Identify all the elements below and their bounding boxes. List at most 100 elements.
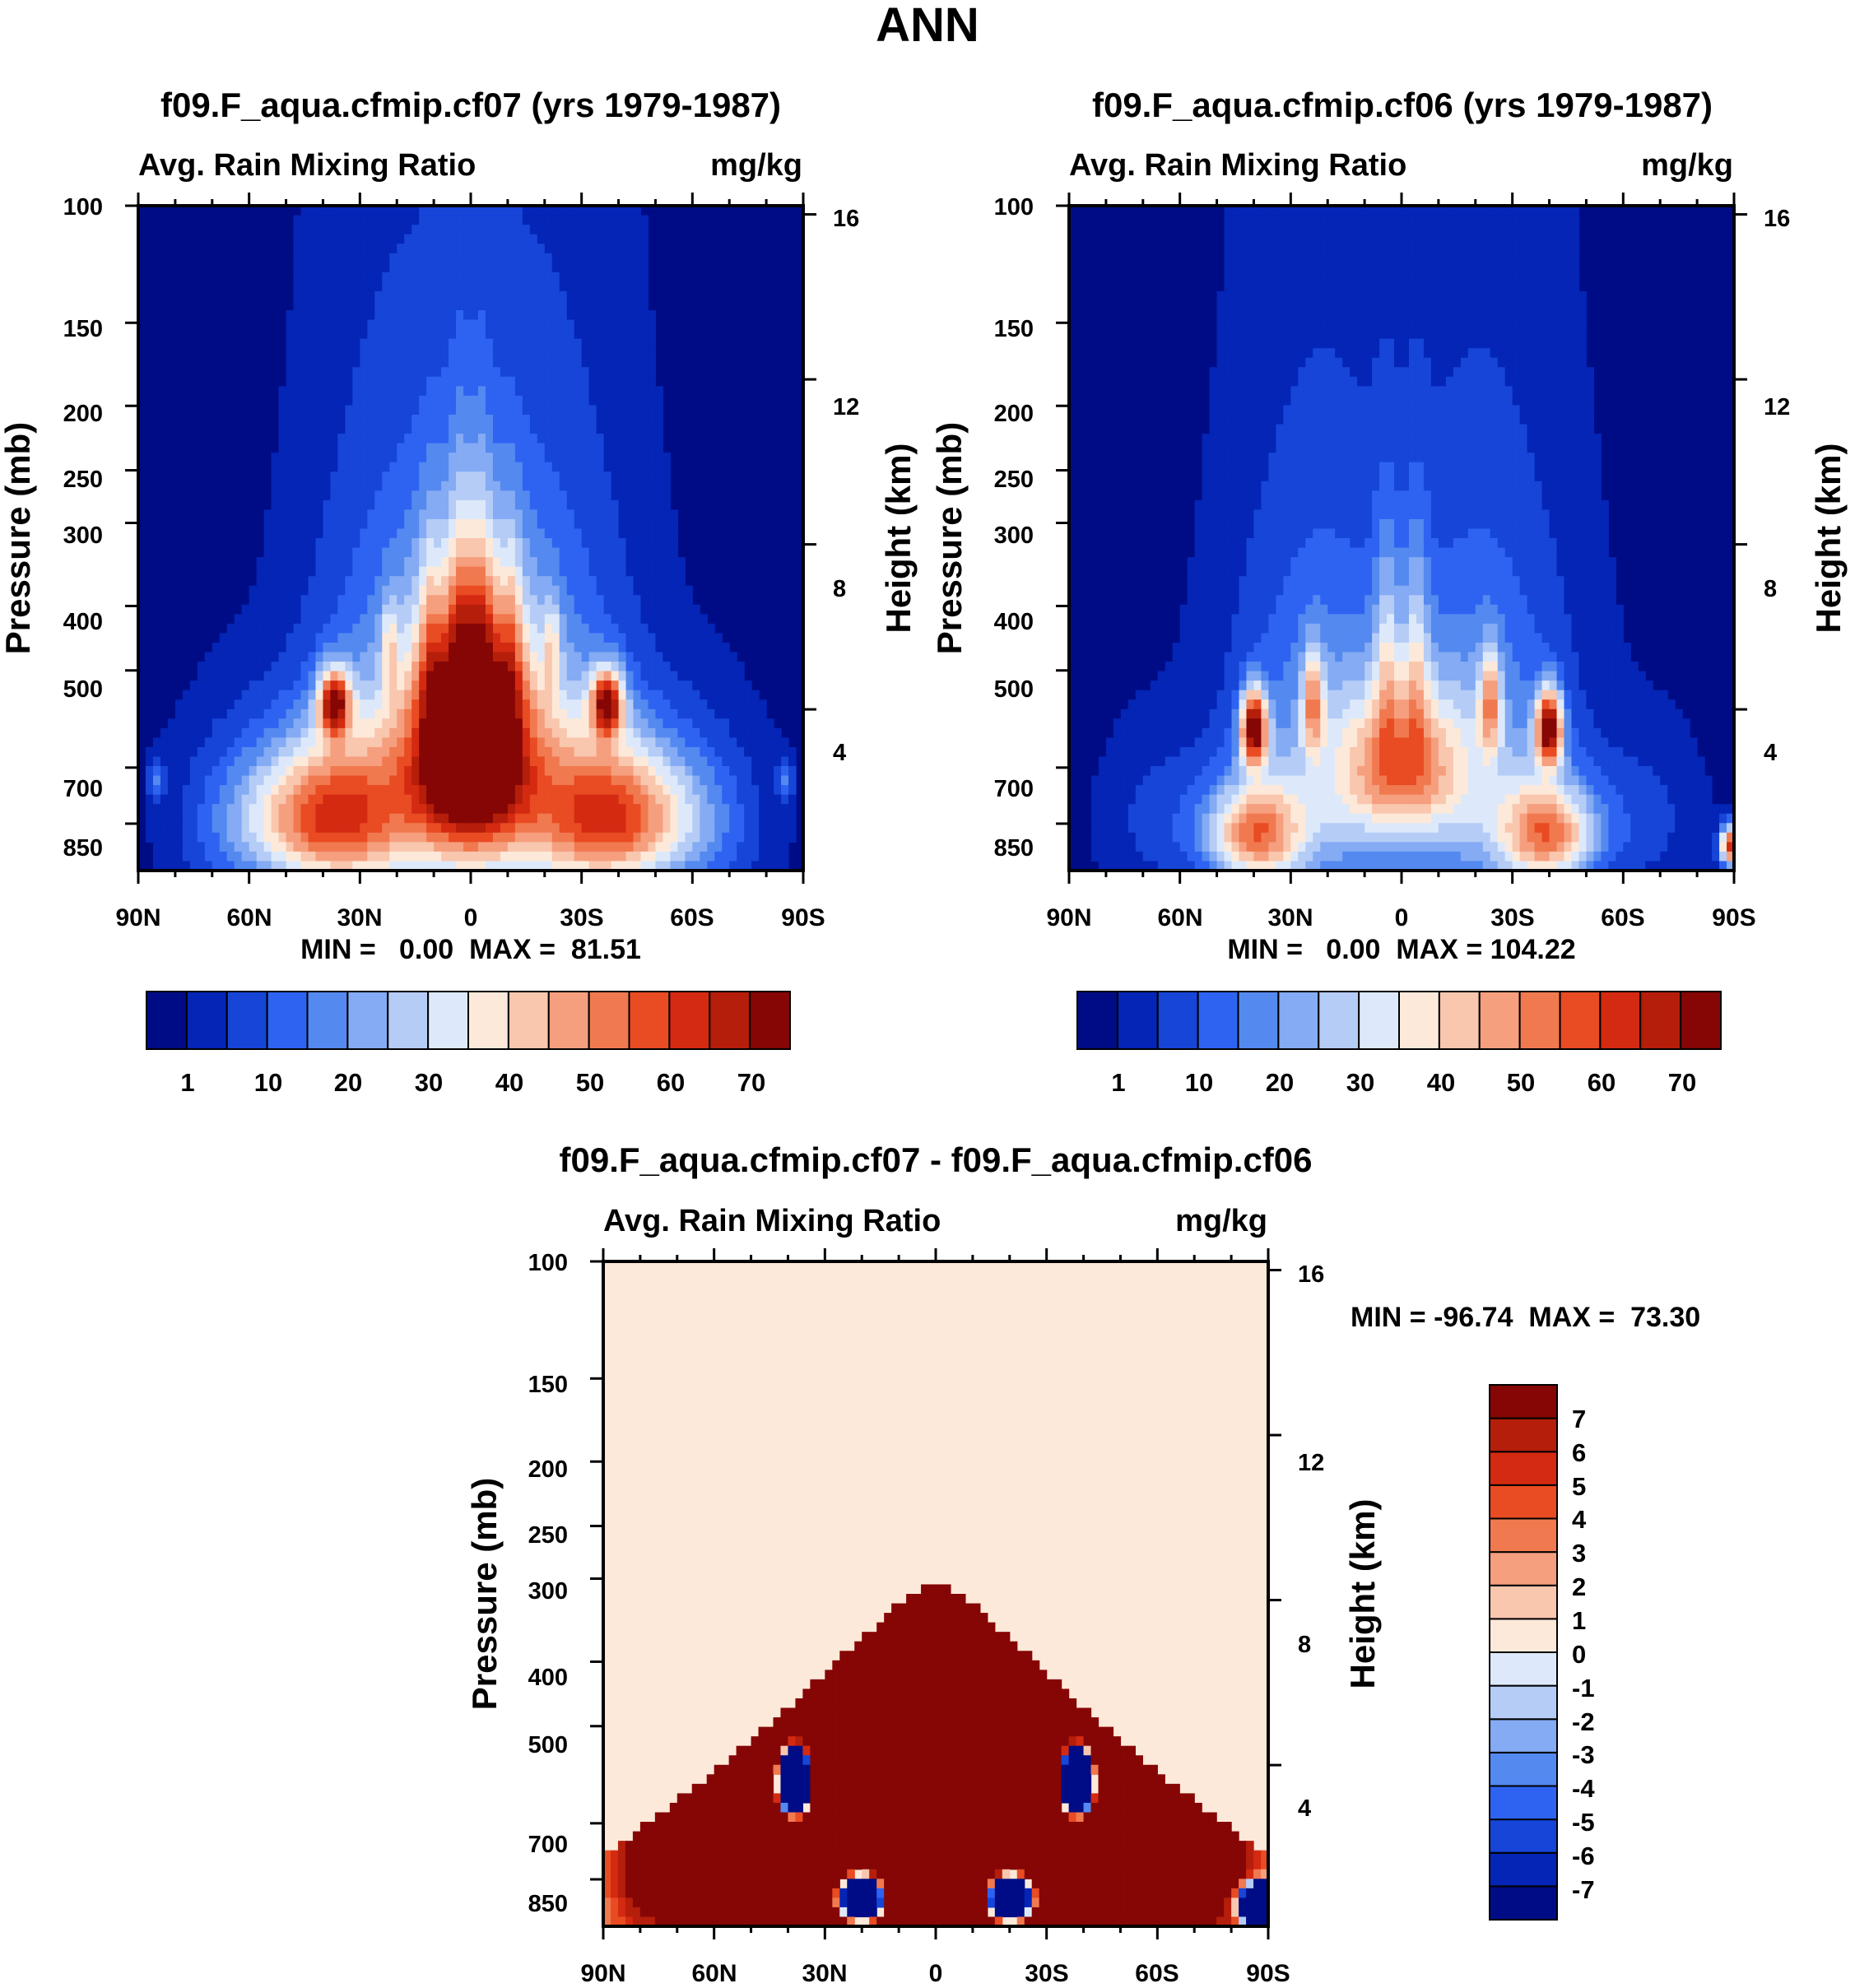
field-cell	[707, 813, 715, 824]
field-cell	[323, 775, 332, 786]
field-cell	[566, 604, 575, 615]
field-cell	[367, 756, 375, 767]
field-cell	[566, 338, 575, 349]
field-cell	[323, 804, 332, 815]
field-cell	[426, 499, 435, 510]
field-cell	[477, 290, 486, 302]
field-cell	[367, 633, 375, 643]
field-cell	[463, 851, 472, 862]
field-cell	[397, 490, 405, 501]
field-cell	[581, 737, 590, 748]
field-cell	[374, 499, 383, 510]
field-cell	[197, 851, 206, 862]
field-cell	[1298, 234, 1306, 244]
field-cell	[485, 671, 494, 681]
field-cell	[389, 576, 398, 587]
field-cell	[330, 756, 338, 767]
field-cell	[286, 518, 295, 530]
field-cell	[471, 766, 479, 777]
field-cell	[411, 832, 420, 843]
field-cell	[648, 861, 657, 871]
field-cell	[212, 823, 221, 834]
field-cell	[293, 225, 302, 235]
field-cell	[1445, 234, 1454, 244]
field-cell	[625, 215, 635, 225]
field-cell	[477, 424, 486, 434]
field-cell	[500, 225, 509, 235]
field-cell	[485, 490, 494, 501]
field-cell	[529, 386, 538, 397]
field-cell	[492, 851, 501, 862]
field-cell	[581, 509, 590, 520]
field-cell	[152, 823, 161, 834]
field-cell	[1342, 244, 1351, 254]
field-cell	[1357, 262, 1365, 273]
field-cell	[566, 357, 575, 368]
field-cell	[411, 699, 420, 710]
field-cell	[441, 338, 449, 349]
field-cell	[596, 386, 605, 397]
field-cell	[588, 804, 597, 815]
field-cell	[352, 813, 360, 824]
field-cell	[293, 244, 302, 254]
field-cell	[544, 708, 553, 719]
field-cell	[603, 499, 612, 510]
field-cell	[463, 272, 472, 282]
field-cell	[581, 671, 590, 681]
field-cell	[707, 671, 715, 681]
field-cell	[485, 595, 494, 606]
field-cell	[581, 690, 590, 700]
field-cell	[434, 471, 442, 482]
field-cell	[1482, 281, 1491, 292]
field-cell	[367, 538, 375, 549]
field-cell	[330, 680, 338, 691]
field-cell	[781, 832, 789, 843]
field-cell	[655, 766, 664, 777]
field-cell	[367, 253, 375, 263]
field-cell	[588, 699, 597, 710]
field-cell	[456, 309, 464, 321]
field-cell	[419, 585, 427, 596]
field-cell	[323, 300, 332, 311]
field-cell	[514, 290, 523, 302]
field-cell	[249, 708, 258, 719]
field-cell	[648, 785, 657, 796]
field-cell	[426, 566, 435, 577]
field-cell	[434, 386, 442, 397]
field-cell	[618, 690, 627, 700]
field-cell	[226, 690, 235, 700]
field-cell	[182, 699, 191, 710]
field-cell	[544, 319, 553, 330]
field-cell	[1253, 253, 1262, 263]
field-cell	[1497, 244, 1506, 254]
field-cell	[485, 727, 494, 738]
field-cell	[588, 690, 597, 700]
field-cell	[404, 481, 412, 491]
field-cell	[500, 652, 509, 662]
field-cell	[485, 348, 494, 359]
field-cell	[293, 642, 302, 653]
field-cell	[751, 851, 760, 862]
field-cell	[500, 309, 509, 321]
colorbar-box	[507, 991, 550, 1050]
field-cell	[330, 453, 338, 463]
field-cell	[345, 499, 353, 510]
field-cell	[529, 576, 538, 587]
field-cell	[463, 547, 472, 558]
field-cell	[1460, 206, 1469, 216]
field-cell	[581, 614, 590, 625]
field-cell	[544, 443, 553, 453]
field-cell	[574, 547, 583, 558]
field-cell	[707, 756, 715, 767]
field-cell	[323, 225, 332, 235]
field-cell	[662, 481, 671, 491]
field-cell	[456, 595, 464, 606]
field-cell	[1320, 262, 1328, 273]
field-cell	[337, 462, 346, 472]
field-cell	[323, 671, 332, 681]
field-cell	[197, 832, 206, 843]
field-cell	[1467, 225, 1476, 235]
field-cell	[241, 662, 250, 672]
field-cell	[655, 633, 664, 643]
